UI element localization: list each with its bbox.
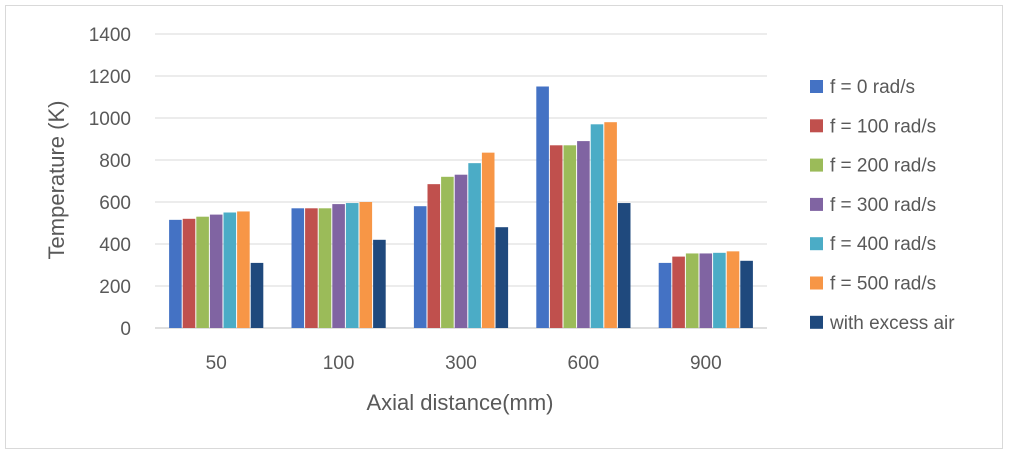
bar xyxy=(209,214,223,328)
bar xyxy=(713,252,726,328)
x-axis-title: Axial distance(mm) xyxy=(366,390,553,415)
legend-swatch xyxy=(810,158,823,172)
legend-swatch xyxy=(810,119,823,133)
bar xyxy=(536,86,549,328)
bar xyxy=(373,239,386,328)
legend-label: with excess air xyxy=(829,313,955,334)
x-tick-labels: 50 100 300 600 900 xyxy=(206,353,722,374)
bar xyxy=(169,219,182,328)
legend-label: f = 0 rad/s xyxy=(830,77,915,98)
bar xyxy=(672,256,685,328)
bar xyxy=(237,211,250,328)
bar xyxy=(658,262,672,328)
bar xyxy=(617,203,631,328)
bar xyxy=(685,253,699,328)
x-tick-label: 600 xyxy=(568,353,600,374)
bar xyxy=(726,251,740,328)
y-tick-label: 400 xyxy=(99,235,131,256)
bar xyxy=(577,141,590,328)
bar xyxy=(250,262,264,328)
bar xyxy=(345,203,359,328)
bar xyxy=(182,218,196,328)
bar xyxy=(563,145,577,328)
y-axis-title: Temperature (K) xyxy=(44,101,69,260)
legend-swatch xyxy=(810,315,823,329)
bar xyxy=(441,176,454,328)
bar xyxy=(318,208,332,328)
y-tick-label: 1400 xyxy=(89,25,131,46)
bar xyxy=(332,204,345,328)
x-tick-label: 100 xyxy=(323,353,355,374)
y-tick-label: 1200 xyxy=(89,67,131,88)
legend-label: f = 200 rad/s xyxy=(830,156,936,177)
legend-swatch xyxy=(810,80,823,93)
y-tick-label: 600 xyxy=(99,193,131,214)
bar xyxy=(495,227,509,328)
legend-label: f = 300 rad/s xyxy=(830,195,936,216)
y-tick-label: 200 xyxy=(99,277,131,298)
legend-label: f = 100 rad/s xyxy=(830,116,936,137)
x-tick-label: 900 xyxy=(690,353,722,374)
y-tick-label: 800 xyxy=(99,151,131,172)
bar xyxy=(291,208,305,328)
bar xyxy=(223,212,237,328)
legend-swatch xyxy=(810,237,823,251)
legend-swatch xyxy=(810,276,823,290)
bar xyxy=(468,163,481,328)
legend: f = 0 rad/s f = 100 rad/s f = 200 rad/s f =… xyxy=(810,77,955,334)
x-tick-label: 300 xyxy=(445,353,477,374)
bar xyxy=(740,260,753,328)
bar xyxy=(359,202,373,328)
bar xyxy=(454,174,468,328)
bar xyxy=(427,184,441,328)
bar xyxy=(196,216,209,328)
y-tick-labels: 0 200 400 600 800 1000 1200 1400 xyxy=(89,25,131,340)
bar xyxy=(699,253,713,328)
bar xyxy=(413,206,427,328)
bar xyxy=(590,124,604,328)
legend-label: f = 500 rad/s xyxy=(830,274,936,295)
bar xyxy=(481,152,495,328)
bar xyxy=(549,145,563,328)
bar xyxy=(305,208,318,328)
bars xyxy=(169,86,753,328)
x-tick-label: 50 xyxy=(206,353,227,374)
y-tick-label: 1000 xyxy=(89,109,131,130)
y-tick-label: 0 xyxy=(120,319,131,340)
legend-swatch xyxy=(810,197,823,211)
legend-label: f = 400 rad/s xyxy=(830,234,936,255)
bar xyxy=(604,122,617,328)
